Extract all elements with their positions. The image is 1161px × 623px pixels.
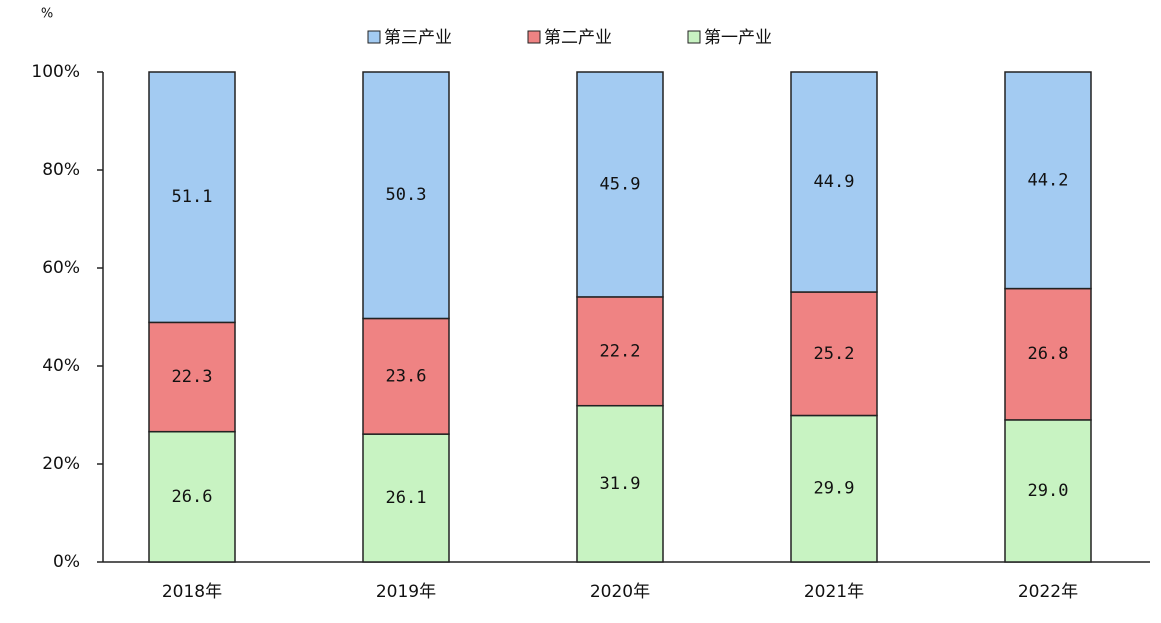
bar-segment	[576, 71, 664, 298]
value-label: 26.8	[1028, 344, 1069, 364]
bar-segment	[1004, 71, 1092, 290]
x-tick-label: 2022年	[1018, 582, 1078, 602]
value-label: 23.6	[386, 366, 427, 386]
bar-segment	[362, 317, 450, 435]
legend-swatch	[527, 30, 541, 44]
value-label: 22.2	[600, 341, 641, 361]
x-tick-label: 2021年	[804, 582, 864, 602]
value-label: 29.9	[814, 479, 855, 499]
bar-segment	[362, 433, 450, 563]
y-tick-label: 20%	[42, 454, 80, 474]
y-unit: %	[41, 7, 53, 22]
value-label: 50.3	[386, 185, 427, 205]
bar-segment	[148, 430, 236, 563]
value-label: 29.0	[1028, 481, 1069, 501]
bar-segment	[790, 71, 878, 293]
value-label: 44.2	[1028, 170, 1069, 190]
bar-segment	[362, 71, 450, 320]
legend-label: 第三产业	[384, 28, 452, 48]
legend-swatch	[367, 30, 381, 44]
x-tick-label: 2019年	[376, 582, 436, 602]
value-label: 31.9	[600, 474, 641, 494]
y-tick-label: 40%	[42, 356, 80, 376]
bar-segment	[790, 291, 878, 417]
legend-label: 第一产业	[704, 28, 772, 48]
x-tick-label: 2020年	[590, 582, 650, 602]
legend-label: 第二产业	[544, 28, 612, 48]
y-tick-label: 80%	[42, 160, 80, 180]
bar-segment	[148, 71, 236, 324]
bar-segment	[1004, 419, 1092, 563]
y-tick-label: 0%	[53, 552, 80, 572]
x-tick-label: 2018年	[162, 582, 222, 602]
value-label: 44.9	[814, 172, 855, 192]
bar-segment	[790, 414, 878, 563]
bar-segment	[576, 296, 664, 407]
value-label: 51.1	[172, 187, 213, 207]
value-label: 45.9	[600, 174, 641, 194]
value-label: 25.2	[814, 344, 855, 364]
legend-swatch	[687, 30, 701, 44]
value-label: 26.1	[386, 488, 427, 508]
value-label: 22.3	[172, 367, 213, 387]
y-tick-label: 100%	[31, 62, 80, 82]
bar-segment	[148, 321, 236, 433]
y-tick-label: 60%	[42, 258, 80, 278]
value-label: 26.6	[172, 487, 213, 507]
